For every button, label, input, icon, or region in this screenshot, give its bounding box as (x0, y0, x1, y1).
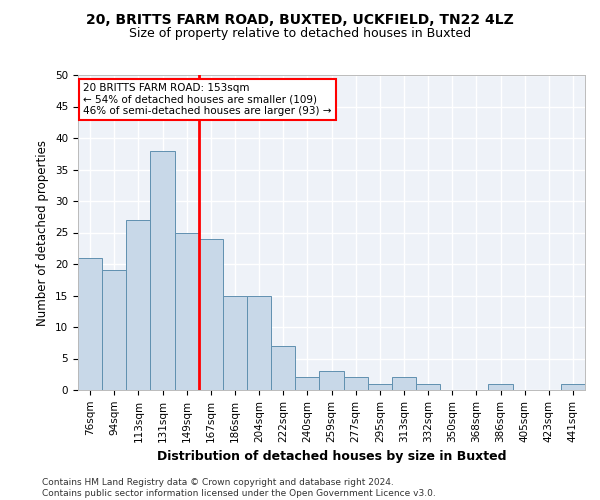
Bar (247, 296, 271, 390)
Bar (151, 150, 175, 390)
Text: Size of property relative to detached houses in Buxted: Size of property relative to detached ho… (129, 28, 471, 40)
Text: 20 BRITTS FARM ROAD: 153sqm
← 54% of detached houses are smaller (109)
46% of se: 20 BRITTS FARM ROAD: 153sqm ← 54% of det… (83, 83, 332, 116)
Text: Contains HM Land Registry data © Crown copyright and database right 2024.
Contai: Contains HM Land Registry data © Crown c… (42, 478, 436, 498)
X-axis label: Distribution of detached houses by size in Buxted: Distribution of detached houses by size … (157, 450, 506, 463)
Bar (392, 378, 416, 390)
Bar (271, 346, 295, 390)
Bar (223, 296, 247, 390)
Bar (561, 384, 585, 390)
Bar (344, 378, 368, 390)
Bar (319, 371, 344, 390)
Bar (78, 258, 102, 390)
Bar (295, 378, 319, 390)
Bar (126, 220, 151, 390)
Text: 20, BRITTS FARM ROAD, BUXTED, UCKFIELD, TN22 4LZ: 20, BRITTS FARM ROAD, BUXTED, UCKFIELD, … (86, 12, 514, 26)
Y-axis label: Number of detached properties: Number of detached properties (37, 140, 49, 326)
Bar (199, 239, 223, 390)
Bar (102, 270, 126, 390)
Bar (368, 384, 392, 390)
Bar (175, 232, 199, 390)
Bar (488, 384, 512, 390)
Bar (416, 384, 440, 390)
